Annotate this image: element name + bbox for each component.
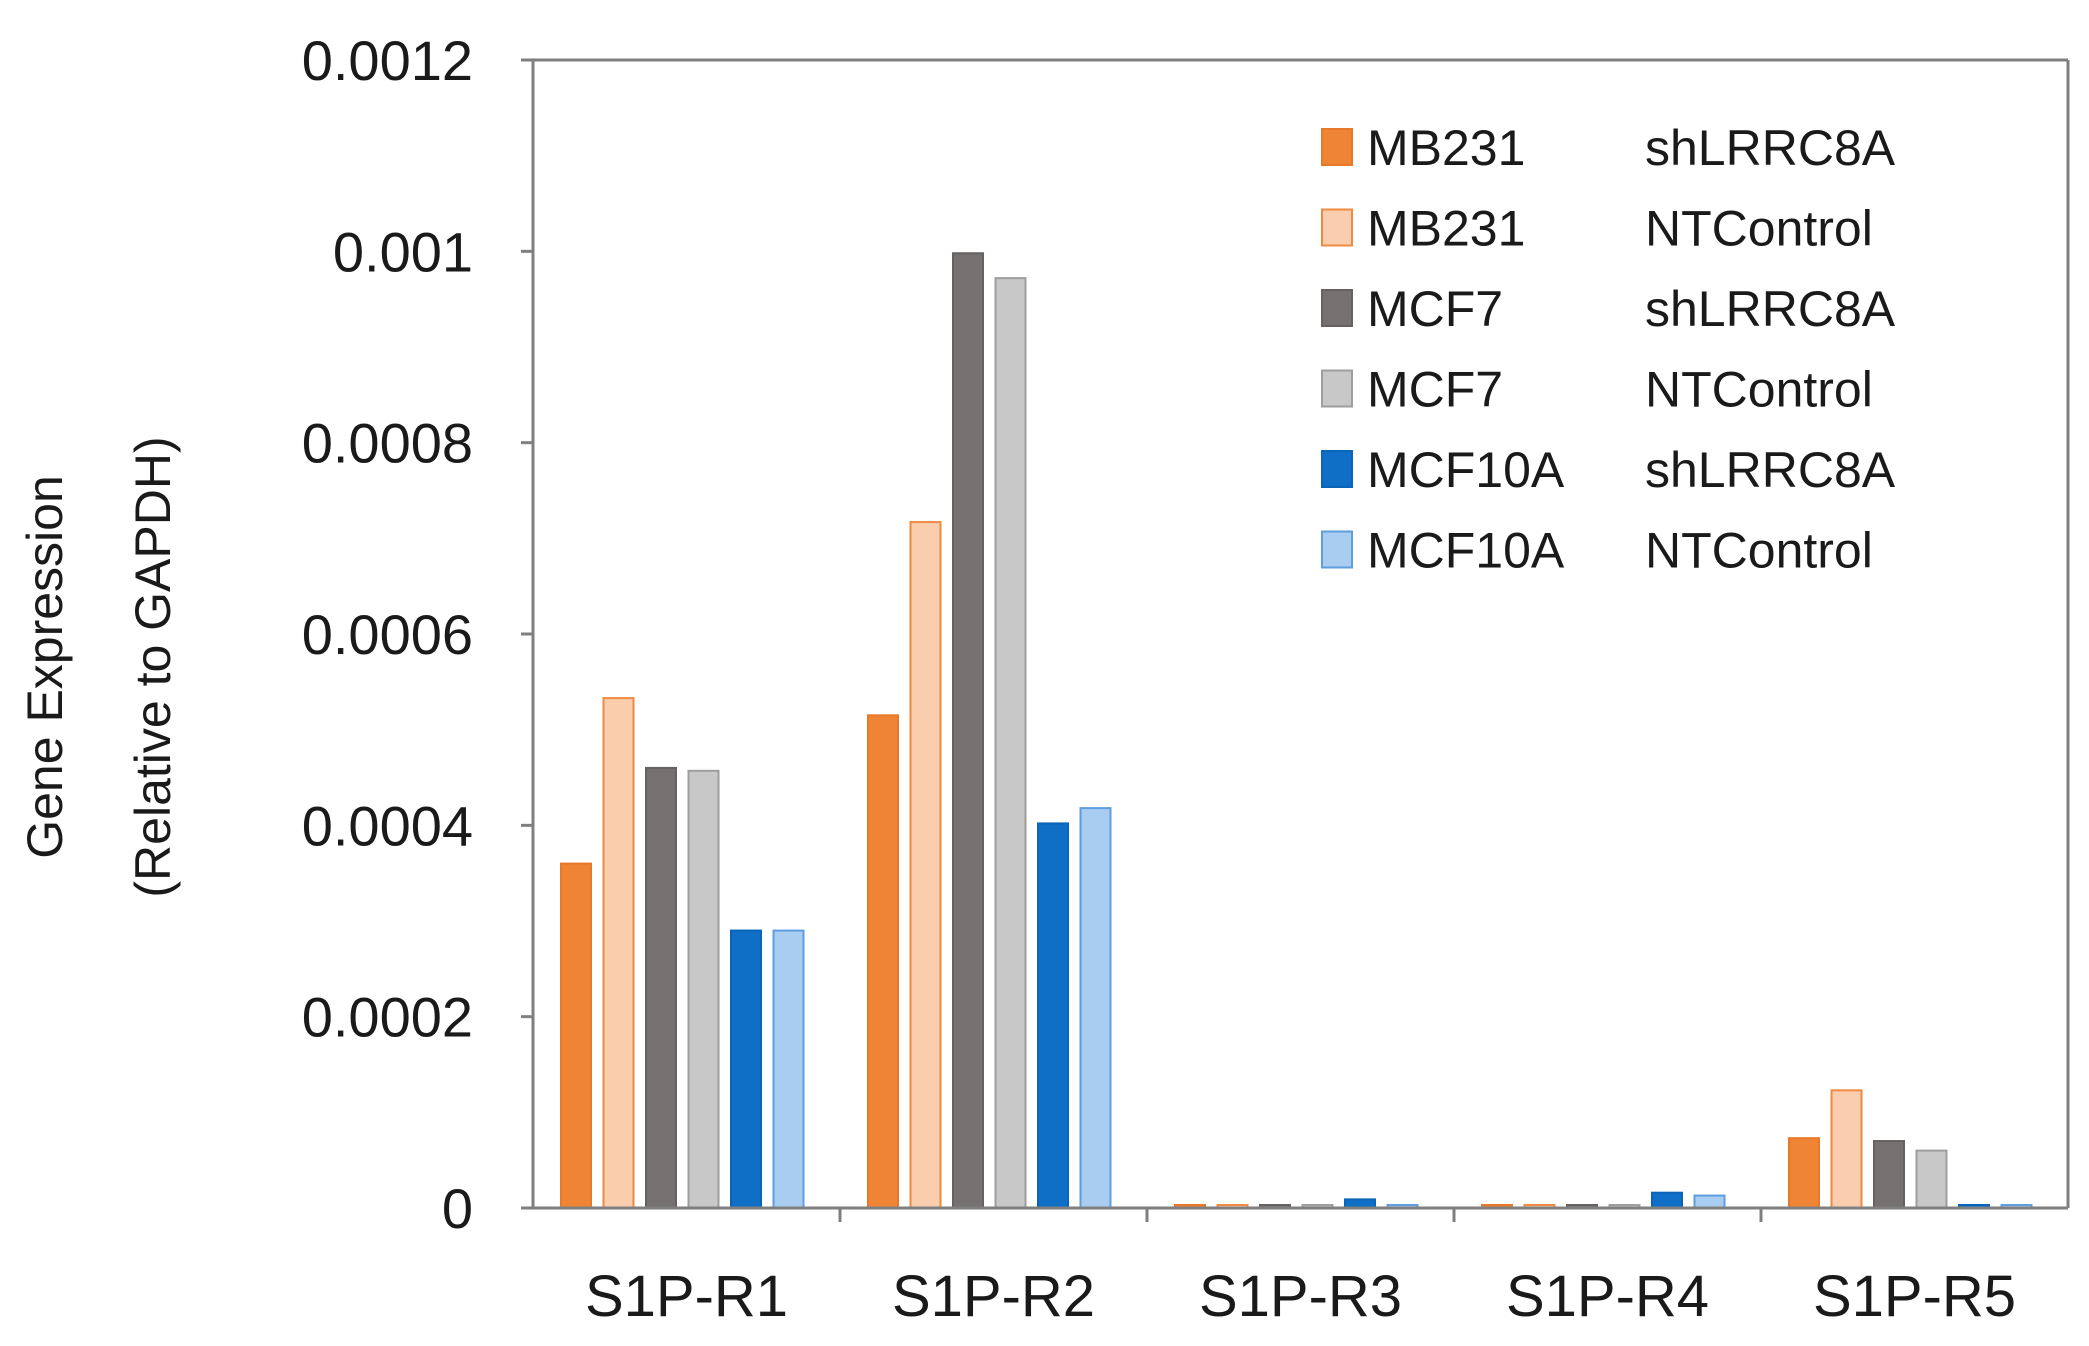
legend-item: MB231 NTControl — [1321, 201, 1873, 257]
bar — [909, 521, 942, 1209]
legend-item: MCF10A shLRRC8A — [1321, 442, 1896, 498]
legend-cell-label: MCF10A — [1367, 442, 1565, 498]
legend-swatch — [1321, 208, 1353, 247]
legend-cell-label: MCF7 — [1367, 362, 1503, 418]
bar — [994, 277, 1027, 1209]
legend-item: MCF7 shLRRC8A — [1321, 281, 1896, 337]
bar — [560, 862, 592, 1209]
bar — [1830, 1089, 1863, 1209]
legend-condition-label: NTControl — [1645, 523, 1873, 579]
x-tick-label: S1P-R2 — [892, 1264, 1095, 1329]
x-axis-labels: S1P-R1 S1P-R2 S1P-R3 S1P-R4 S1P-R5 — [585, 1264, 2016, 1329]
legend-condition-label: shLRRC8A — [1645, 120, 1896, 176]
y-tick-label: 0.0008 — [302, 412, 473, 475]
bar — [1079, 807, 1112, 1209]
legend-cell-label: MCF10A — [1367, 523, 1565, 579]
bar — [867, 714, 899, 1209]
x-tick-label: S1P-R4 — [1506, 1264, 1709, 1329]
y-tick-label: 0 — [442, 1177, 473, 1240]
bar — [772, 929, 805, 1209]
legend-condition-label: shLRRC8A — [1645, 281, 1896, 337]
y-tick-label: 0.001 — [333, 220, 473, 283]
legend-cell-label: MCF7 — [1367, 281, 1503, 337]
y-tick-label: 0.0006 — [302, 603, 473, 666]
bar — [952, 252, 984, 1210]
legend-swatch — [1321, 450, 1353, 488]
legend-condition-label: NTControl — [1645, 362, 1873, 418]
y-tick-label: 0.0004 — [302, 794, 473, 857]
legend-swatch — [1321, 289, 1353, 327]
legend-cell-label: MB231 — [1367, 201, 1525, 257]
x-tick-label: S1P-R1 — [585, 1264, 788, 1329]
x-tick-label: S1P-R3 — [1199, 1264, 1402, 1329]
x-tick-label: S1P-R5 — [1813, 1264, 2016, 1329]
legend-swatch — [1321, 369, 1353, 408]
y-axis-title-line2: (Relative to GAPDH) — [125, 436, 181, 897]
bar — [1915, 1149, 1948, 1209]
x-axis — [533, 1206, 2068, 1222]
bar — [1873, 1140, 1905, 1209]
bar — [1651, 1191, 1683, 1210]
legend-item: MB231 shLRRC8A — [1321, 120, 1896, 176]
y-axis-ticks: 0 0.0002 0.0004 0.0006 0.0008 0.001 0.0012 — [302, 29, 533, 1240]
legend-condition-label: NTControl — [1645, 201, 1873, 257]
bar — [730, 929, 762, 1209]
bar — [1693, 1194, 1726, 1210]
legend-item: MCF10A NTControl — [1321, 523, 1873, 579]
bar — [1037, 822, 1069, 1209]
bar — [645, 766, 677, 1210]
y-tick-label: 0.0002 — [302, 986, 473, 1049]
legend-item: MCF7 NTControl — [1321, 362, 1873, 418]
bar — [602, 697, 635, 1209]
legend-swatch — [1321, 128, 1353, 166]
y-tick-label: 0.0012 — [302, 29, 473, 92]
legend-swatch — [1321, 530, 1353, 569]
bar — [687, 769, 720, 1209]
y-axis-title-line1: Gene Expression — [17, 475, 73, 859]
legend-cell-label: MB231 — [1367, 120, 1525, 176]
legend-condition-label: shLRRC8A — [1645, 442, 1896, 498]
bar — [1788, 1137, 1820, 1209]
y-axis-title: Gene Expression (Relative to GAPDH) — [17, 436, 181, 897]
